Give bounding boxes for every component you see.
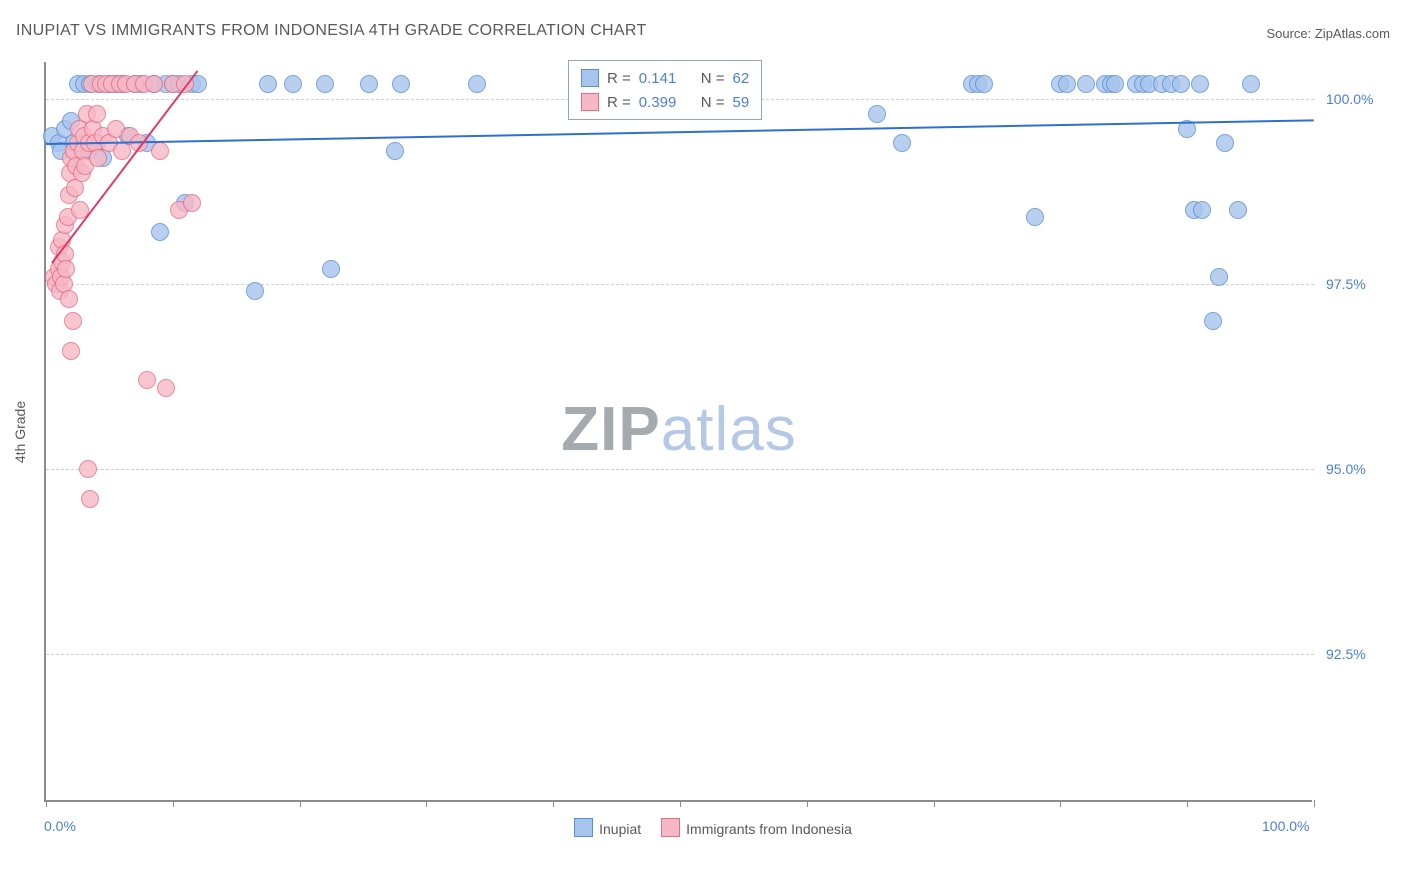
data-point-inupiat: [1106, 75, 1124, 93]
legend-label-inupiat: Inupiat: [599, 821, 641, 837]
data-point-inupiat: [151, 223, 169, 241]
legend-swatch-indonesia: [581, 93, 599, 111]
correlation-legend: R = 0.141 N = 62 R = 0.399 N = 59: [568, 60, 762, 120]
source-label: Source:: [1266, 26, 1314, 41]
legend-swatch-indonesia: [661, 818, 680, 837]
data-point-inupiat: [1077, 75, 1095, 93]
data-point-inupiat: [975, 75, 993, 93]
legend-swatch-inupiat: [574, 818, 593, 837]
gridline: [46, 654, 1314, 655]
n-label: N =: [701, 94, 725, 111]
r-value-inupiat: 0.141: [639, 70, 693, 87]
data-point-inupiat: [322, 260, 340, 278]
y-tick-label: 95.0%: [1326, 461, 1384, 477]
chart-area: ZIPatlas 92.5% 95.0% 97.5% 100.0%: [44, 62, 1384, 802]
data-point-inupiat: [1216, 134, 1234, 152]
data-point-inupiat: [360, 75, 378, 93]
y-tick-label: 92.5%: [1326, 646, 1384, 662]
series-legend: Inupiat Immigrants from Indonesia: [0, 818, 1406, 837]
y-axis-title: 4th Grade: [12, 401, 28, 463]
data-point-inupiat: [1191, 75, 1209, 93]
data-point-inupiat: [1210, 268, 1228, 286]
watermark-zip: ZIP: [561, 395, 660, 464]
n-value-inupiat: 62: [733, 70, 750, 87]
watermark: ZIPatlas: [561, 394, 796, 465]
n-label: N =: [701, 70, 725, 87]
x-tick: [1187, 800, 1188, 807]
data-point-indonesia: [145, 75, 163, 93]
data-point-indonesia: [64, 312, 82, 330]
x-tick: [553, 800, 554, 807]
y-tick-label: 97.5%: [1326, 276, 1384, 292]
gridline: [46, 469, 1314, 470]
data-point-indonesia: [183, 194, 201, 212]
data-point-inupiat: [1026, 208, 1044, 226]
x-tick: [1314, 800, 1315, 807]
data-point-inupiat: [284, 75, 302, 93]
data-point-inupiat: [386, 142, 404, 160]
data-point-inupiat: [1172, 75, 1190, 93]
n-value-indonesia: 59: [733, 94, 750, 111]
data-point-inupiat: [1058, 75, 1076, 93]
legend-row-inupiat: R = 0.141 N = 62: [581, 66, 749, 90]
gridline: [46, 284, 1314, 285]
data-point-inupiat: [246, 282, 264, 300]
data-point-inupiat: [893, 134, 911, 152]
data-point-indonesia: [157, 379, 175, 397]
data-point-indonesia: [57, 260, 75, 278]
legend-swatch-inupiat: [581, 69, 599, 87]
chart-title: INUPIAT VS IMMIGRANTS FROM INDONESIA 4TH…: [16, 22, 647, 40]
data-point-indonesia: [79, 460, 97, 478]
r-label: R =: [607, 70, 631, 87]
y-tick-label: 100.0%: [1326, 91, 1384, 107]
r-label: R =: [607, 94, 631, 111]
watermark-atlas: atlas: [661, 395, 797, 464]
data-point-inupiat: [1193, 201, 1211, 219]
data-point-inupiat: [316, 75, 334, 93]
legend-row-indonesia: R = 0.399 N = 59: [581, 90, 749, 114]
data-point-inupiat: [468, 75, 486, 93]
data-point-indonesia: [62, 342, 80, 360]
data-point-indonesia: [60, 290, 78, 308]
x-tick: [680, 800, 681, 807]
source-link[interactable]: ZipAtlas.com: [1315, 26, 1390, 41]
data-point-inupiat: [1242, 75, 1260, 93]
trendline-inupiat: [46, 120, 1314, 146]
data-point-indonesia: [81, 490, 99, 508]
data-point-indonesia: [89, 149, 107, 167]
x-tick: [173, 800, 174, 807]
plot-region: ZIPatlas: [44, 62, 1312, 802]
x-tick: [934, 800, 935, 807]
data-point-inupiat: [392, 75, 410, 93]
x-tick: [426, 800, 427, 807]
data-point-inupiat: [259, 75, 277, 93]
x-tick: [807, 800, 808, 807]
data-point-indonesia: [88, 105, 106, 123]
x-tick: [1060, 800, 1061, 807]
data-point-inupiat: [868, 105, 886, 123]
legend-label-indonesia: Immigrants from Indonesia: [686, 821, 852, 837]
x-tick: [300, 800, 301, 807]
x-tick: [46, 800, 47, 807]
data-point-inupiat: [1204, 312, 1222, 330]
r-value-indonesia: 0.399: [639, 94, 693, 111]
data-point-indonesia: [138, 371, 156, 389]
data-point-inupiat: [1229, 201, 1247, 219]
data-point-indonesia: [151, 142, 169, 160]
source-attribution: Source: ZipAtlas.com: [1266, 26, 1390, 41]
